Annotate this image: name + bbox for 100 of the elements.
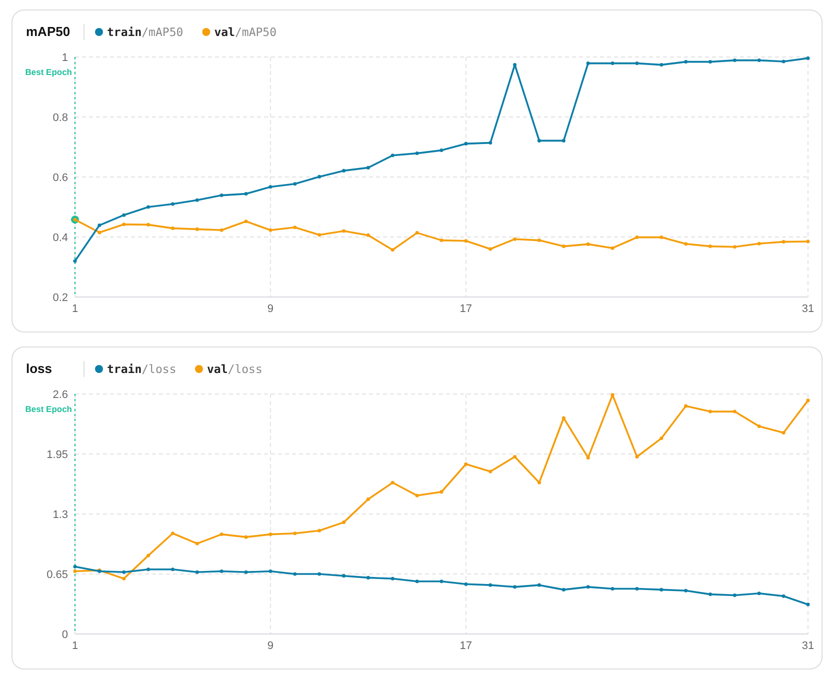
point bbox=[73, 564, 77, 568]
point bbox=[195, 570, 199, 574]
point bbox=[562, 244, 566, 248]
point bbox=[342, 229, 346, 233]
point bbox=[635, 62, 639, 66]
point bbox=[513, 237, 517, 241]
point bbox=[220, 228, 224, 232]
point bbox=[806, 398, 810, 402]
point bbox=[440, 148, 444, 152]
y-tick-label: 1.3 bbox=[52, 509, 68, 521]
y-tick-label: 0.8 bbox=[52, 112, 68, 124]
x-tick-label: 9 bbox=[267, 640, 274, 652]
point bbox=[342, 168, 346, 172]
point bbox=[732, 593, 736, 598]
point bbox=[342, 574, 346, 578]
point bbox=[757, 242, 761, 246]
point bbox=[122, 213, 126, 217]
point bbox=[195, 198, 199, 202]
y-tick-label: 0.4 bbox=[52, 232, 68, 244]
point bbox=[660, 588, 664, 592]
point bbox=[537, 583, 542, 587]
point bbox=[488, 470, 492, 474]
point bbox=[488, 141, 492, 145]
point bbox=[122, 570, 126, 574]
y-tick-label: 0.65 bbox=[46, 569, 68, 581]
point bbox=[537, 238, 542, 242]
point bbox=[537, 480, 542, 484]
point bbox=[244, 535, 248, 539]
point bbox=[390, 576, 394, 580]
point bbox=[415, 580, 419, 584]
point bbox=[684, 404, 688, 408]
point bbox=[390, 480, 394, 484]
point bbox=[488, 583, 492, 587]
point bbox=[782, 594, 786, 598]
point bbox=[757, 58, 761, 62]
point bbox=[782, 60, 786, 64]
point bbox=[562, 416, 566, 420]
point bbox=[782, 240, 786, 244]
point bbox=[366, 497, 370, 502]
point bbox=[806, 240, 810, 244]
point bbox=[146, 554, 150, 558]
point bbox=[268, 185, 272, 189]
point bbox=[318, 233, 322, 237]
point bbox=[98, 224, 102, 228]
point bbox=[610, 586, 614, 591]
point bbox=[513, 585, 517, 589]
point bbox=[390, 248, 394, 252]
point bbox=[318, 174, 322, 178]
point bbox=[318, 572, 322, 576]
point bbox=[513, 63, 517, 67]
point bbox=[293, 532, 297, 536]
point bbox=[732, 245, 736, 249]
point bbox=[390, 154, 394, 158]
point bbox=[170, 568, 175, 572]
point bbox=[586, 62, 590, 66]
chart-title: loss bbox=[26, 361, 52, 376]
point bbox=[318, 528, 322, 532]
point bbox=[610, 393, 614, 397]
point bbox=[562, 138, 566, 142]
y-tick-label: 1 bbox=[62, 52, 68, 64]
point bbox=[708, 244, 712, 248]
x-tick-label: 17 bbox=[460, 303, 472, 315]
point bbox=[610, 246, 614, 250]
point bbox=[293, 226, 297, 230]
point bbox=[440, 580, 444, 584]
point bbox=[464, 239, 468, 243]
y-tick-label: 0 bbox=[62, 629, 68, 641]
point bbox=[757, 592, 761, 596]
point bbox=[244, 220, 248, 224]
y-tick-label: 0.6 bbox=[52, 172, 68, 184]
point bbox=[562, 588, 566, 592]
point bbox=[488, 247, 492, 251]
point bbox=[415, 494, 419, 498]
point bbox=[537, 138, 542, 142]
point bbox=[660, 236, 664, 240]
point bbox=[122, 576, 126, 580]
point bbox=[268, 532, 272, 536]
point bbox=[293, 572, 297, 576]
point bbox=[146, 205, 150, 209]
point bbox=[586, 242, 590, 246]
point bbox=[170, 532, 175, 536]
point bbox=[635, 454, 639, 459]
point bbox=[782, 430, 786, 435]
chart-title: mAP50 bbox=[26, 24, 70, 39]
point bbox=[146, 568, 150, 572]
point bbox=[732, 410, 736, 414]
point bbox=[220, 532, 224, 536]
point bbox=[806, 56, 810, 60]
x-tick-label: 9 bbox=[267, 303, 274, 315]
x-tick-label: 1 bbox=[72, 640, 78, 652]
point bbox=[268, 569, 272, 574]
point bbox=[268, 228, 272, 232]
point bbox=[366, 233, 370, 237]
point bbox=[122, 222, 126, 226]
point bbox=[708, 592, 712, 596]
x-tick-label: 1 bbox=[72, 303, 78, 315]
point bbox=[684, 242, 688, 246]
point bbox=[708, 410, 712, 414]
point bbox=[415, 231, 419, 235]
point bbox=[464, 582, 468, 586]
